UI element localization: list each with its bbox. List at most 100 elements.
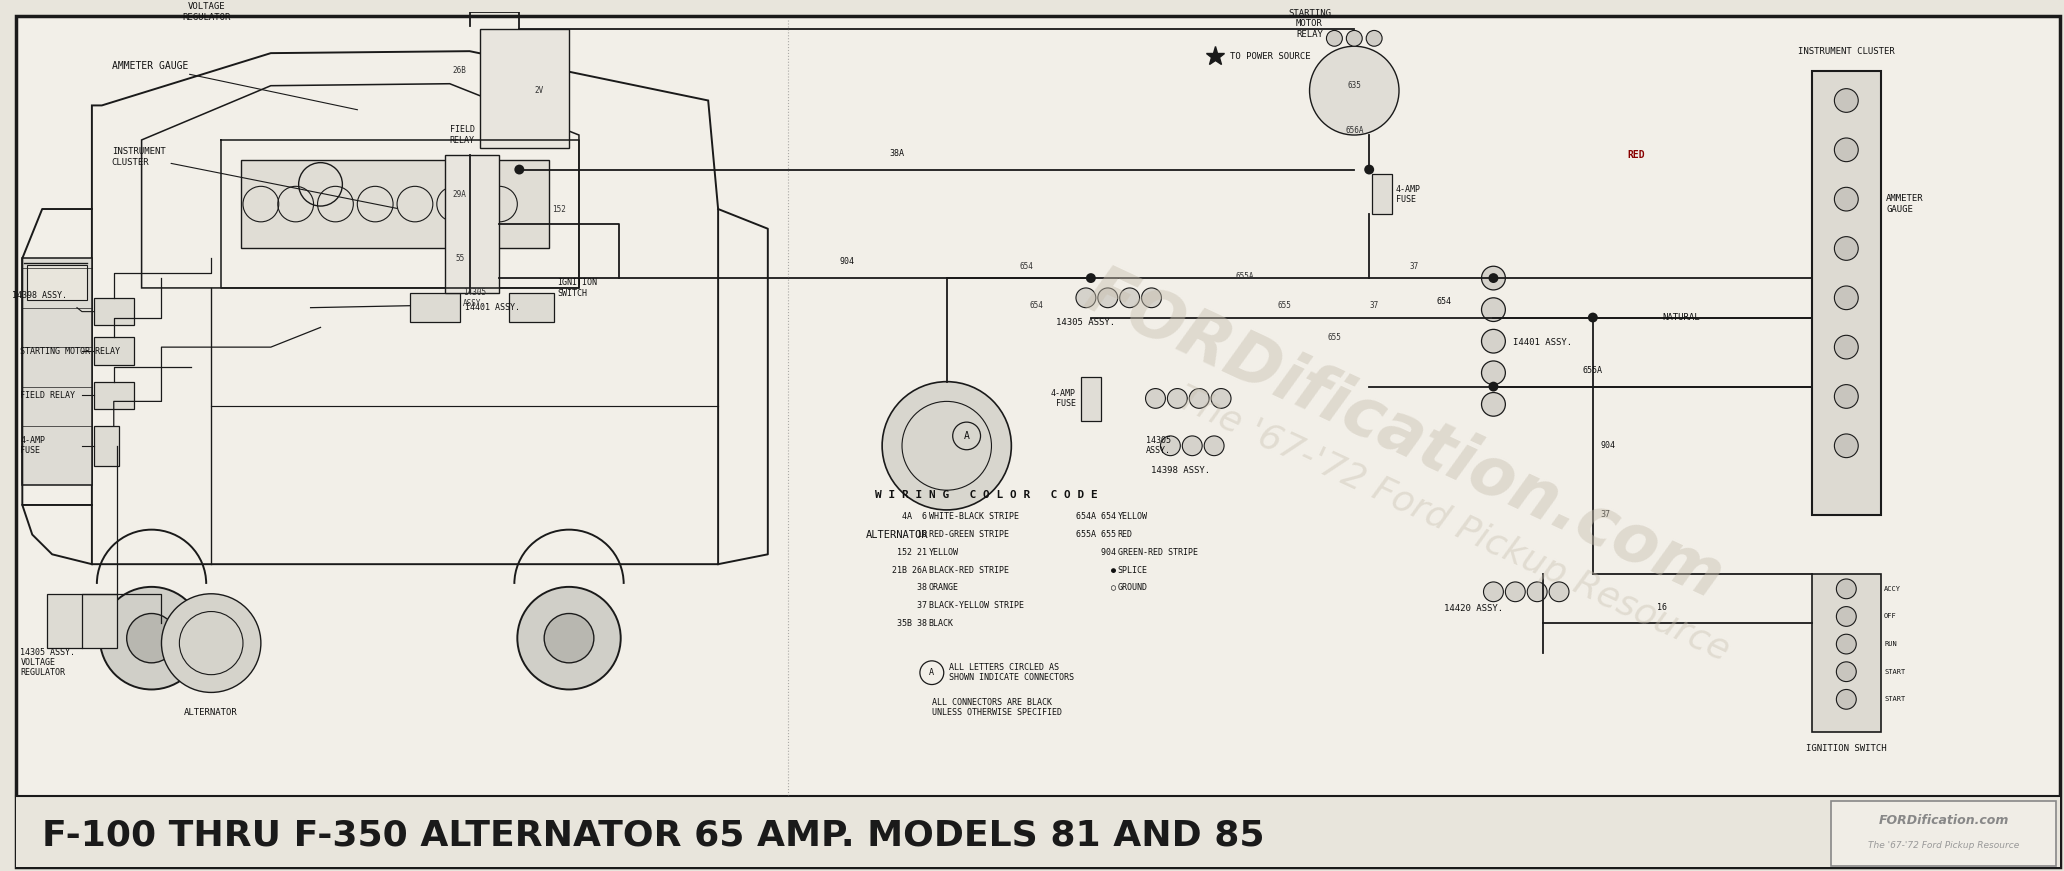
Circle shape: [1482, 298, 1505, 321]
Text: 655A 655: 655A 655: [1075, 530, 1117, 539]
Circle shape: [1837, 690, 1856, 709]
Text: RED: RED: [1119, 530, 1133, 539]
Text: STARTING MOTOR RELAY: STARTING MOTOR RELAY: [21, 347, 120, 355]
Text: GREEN-RED STRIPE: GREEN-RED STRIPE: [1119, 548, 1197, 557]
Circle shape: [1488, 273, 1498, 283]
Circle shape: [881, 381, 1011, 510]
Circle shape: [1835, 89, 1858, 112]
Text: 29A: 29A: [452, 190, 466, 199]
Circle shape: [1086, 273, 1096, 283]
Bar: [17, 796, 2060, 867]
Text: RED: RED: [1628, 150, 1645, 159]
Text: 16: 16: [902, 530, 927, 539]
Circle shape: [1327, 30, 1342, 46]
Bar: [411, 293, 460, 322]
Text: ALTERNATOR: ALTERNATOR: [184, 707, 237, 717]
Text: 14305 ASSY.: 14305 ASSY.: [21, 649, 74, 658]
Circle shape: [1835, 385, 1858, 408]
Text: ALL CONNECTORS ARE BLACK
UNLESS OTHERWISE SPECIFIED: ALL CONNECTORS ARE BLACK UNLESS OTHERWIS…: [931, 698, 1061, 717]
Text: 654A 654: 654A 654: [1075, 512, 1117, 522]
Text: 14305
ASSY.: 14305 ASSY.: [462, 288, 487, 307]
Text: 14398 ASSY.: 14398 ASSY.: [12, 291, 66, 300]
Text: 4-AMP
FUSE: 4-AMP FUSE: [1395, 185, 1420, 204]
Text: YELLOW: YELLOW: [1119, 512, 1148, 522]
Text: 55: 55: [454, 253, 464, 263]
Text: STARTING
MOTOR
RELAY: STARTING MOTOR RELAY: [1288, 9, 1331, 38]
Circle shape: [1098, 288, 1119, 307]
Text: 655: 655: [1327, 333, 1342, 341]
Bar: [479, 30, 570, 148]
Circle shape: [1835, 237, 1858, 260]
Text: GROUND: GROUND: [1119, 584, 1148, 592]
Text: TO POWER SOURCE: TO POWER SOURCE: [1230, 51, 1311, 61]
Bar: [27, 266, 87, 300]
Text: 904: 904: [1602, 442, 1616, 450]
Text: BLACK-YELLOW STRIPE: BLACK-YELLOW STRIPE: [929, 601, 1024, 610]
Text: AMMETER GAUGE: AMMETER GAUGE: [111, 61, 357, 110]
Text: WHITE-BLACK STRIPE: WHITE-BLACK STRIPE: [929, 512, 1020, 522]
Bar: [1082, 377, 1100, 421]
Text: 37: 37: [1602, 510, 1610, 519]
Circle shape: [1482, 329, 1505, 353]
Text: 635: 635: [1348, 81, 1362, 91]
Text: I4401 ASSY.: I4401 ASSY.: [464, 303, 520, 312]
Circle shape: [1346, 30, 1362, 46]
Circle shape: [1505, 582, 1525, 602]
Circle shape: [1527, 582, 1548, 602]
Text: 16: 16: [1657, 603, 1668, 611]
Bar: [510, 293, 553, 322]
Text: BLACK: BLACK: [929, 619, 954, 628]
Text: ○: ○: [1075, 584, 1117, 592]
Circle shape: [1484, 582, 1503, 602]
Circle shape: [1160, 436, 1181, 456]
Text: 904: 904: [1082, 548, 1117, 557]
Text: 37: 37: [1410, 261, 1418, 271]
Circle shape: [1835, 187, 1858, 211]
Bar: [1373, 174, 1391, 214]
Text: 656A: 656A: [1346, 125, 1364, 135]
Text: 35B 38: 35B 38: [898, 619, 927, 628]
Circle shape: [1835, 434, 1858, 457]
Bar: [241, 159, 549, 248]
Bar: [93, 426, 120, 465]
Bar: [444, 155, 499, 293]
Text: 654: 654: [1030, 301, 1042, 310]
Text: NATURAL: NATURAL: [1662, 313, 1701, 322]
Bar: [93, 337, 134, 365]
Bar: [47, 594, 118, 648]
Circle shape: [1835, 286, 1858, 310]
Circle shape: [1550, 582, 1569, 602]
Text: FORDification.com: FORDification.com: [1878, 814, 2008, 827]
Circle shape: [1482, 267, 1505, 290]
Circle shape: [1835, 335, 1858, 359]
Circle shape: [1146, 388, 1166, 408]
Text: A: A: [929, 668, 935, 677]
Text: ALTERNATOR: ALTERNATOR: [865, 530, 929, 540]
Text: INSTRUMENT
CLUSTER: INSTRUMENT CLUSTER: [111, 147, 396, 208]
Circle shape: [545, 613, 594, 663]
Circle shape: [1141, 288, 1162, 307]
Text: FIELD
RELAY: FIELD RELAY: [450, 125, 475, 145]
Text: BLACK-RED STRIPE: BLACK-RED STRIPE: [929, 565, 1009, 575]
Text: 38: 38: [902, 584, 927, 592]
Circle shape: [1203, 436, 1224, 456]
Text: FORDification.com: FORDification.com: [1075, 259, 1734, 613]
Text: 14420 ASSY.: 14420 ASSY.: [1443, 604, 1503, 613]
Circle shape: [1482, 393, 1505, 416]
Text: FIELD RELAY: FIELD RELAY: [21, 391, 74, 400]
Text: IGNITION SWITCH: IGNITION SWITCH: [1806, 744, 1886, 753]
Text: ORANGE: ORANGE: [929, 584, 960, 592]
Circle shape: [1837, 662, 1856, 682]
Text: IGNITION
SWITCH: IGNITION SWITCH: [557, 278, 596, 298]
Text: 4-AMP
FUSE: 4-AMP FUSE: [21, 436, 45, 456]
Circle shape: [1309, 46, 1399, 135]
Text: 904: 904: [840, 257, 854, 267]
Text: 654: 654: [1437, 297, 1451, 306]
Text: RUN: RUN: [1884, 641, 1897, 647]
Text: OFF: OFF: [1884, 613, 1897, 619]
Text: 14398 ASSY.: 14398 ASSY.: [1150, 466, 1210, 475]
Circle shape: [1168, 388, 1187, 408]
Circle shape: [1364, 165, 1375, 174]
Circle shape: [1183, 436, 1201, 456]
Circle shape: [1119, 288, 1139, 307]
